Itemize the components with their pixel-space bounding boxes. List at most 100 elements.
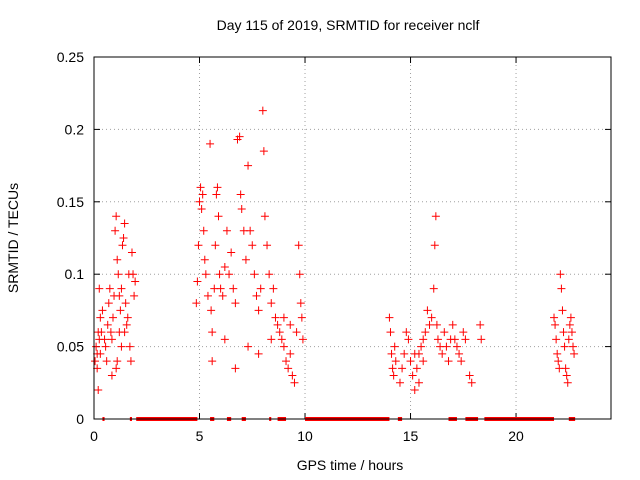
data-point [117,284,126,293]
data-point [554,357,563,366]
data-point [118,241,127,250]
data-point [297,313,306,322]
data-point [570,349,579,358]
data-point [427,313,436,322]
data-point [438,349,447,358]
data-point [96,313,105,322]
data-point [220,335,229,344]
data-point [259,147,268,156]
data-point [286,349,295,358]
data-point [94,328,103,337]
data-point [465,371,474,380]
data-point [459,328,468,337]
data-point [421,328,430,337]
data-point [125,342,134,351]
data-point [279,313,288,322]
data-point [195,197,204,206]
data-point [220,262,229,271]
data-point [199,226,208,235]
data-point [111,226,120,235]
data-point [386,328,395,337]
data-point [208,328,217,337]
data-point [271,313,280,322]
data-point [91,357,100,366]
data-point [197,205,206,214]
data-point [385,313,394,322]
data-point [203,291,212,300]
data-point [244,342,253,351]
data-point [296,299,305,308]
data-point [108,313,117,322]
data-point [553,349,562,358]
data-point [559,328,568,337]
data-point [260,212,269,221]
data-point [444,357,453,366]
data-point [113,255,122,264]
data-point [273,320,282,329]
data-point [275,328,284,337]
data-point [432,320,441,329]
data-point [391,357,400,366]
data-point [212,190,221,199]
data-point [277,335,286,344]
data-point [222,226,231,235]
data-point [254,306,263,315]
y-tick-label: 0 [76,411,84,427]
data-point [248,241,257,250]
data-point [192,299,201,308]
data-point [410,386,419,395]
data-point [106,328,115,337]
data-point [194,241,203,250]
data-point [448,320,457,329]
data-point [200,255,209,264]
data-point [455,349,464,358]
y-tick-label: 0.25 [57,49,84,65]
data-point [229,284,238,293]
data-point [290,378,299,387]
data-point [561,364,570,373]
data-point [398,364,407,373]
x-tick-label: 15 [403,428,419,444]
data-point [119,234,128,242]
data-point [450,335,459,344]
data-point [410,349,419,358]
y-tick-label: 0.1 [65,266,85,282]
data-point [562,371,571,380]
data-point [214,212,223,221]
data-point [241,255,250,264]
data-point [414,378,423,387]
data-point [477,335,486,344]
data-point [267,299,276,308]
data-point [121,299,130,308]
data-point [218,291,227,300]
x-tick-label: 0 [90,428,98,444]
data-point [419,357,428,366]
data-point [440,328,449,337]
data-point [417,342,426,351]
grid-layer [94,57,611,419]
data-point [557,284,566,293]
data-point [207,306,216,315]
chart-title: Day 115 of 2019, SRMTID for receiver ncl… [217,17,480,33]
data-point [100,335,109,344]
data-point [457,357,466,366]
data-point [461,335,470,344]
data-point [216,284,225,293]
data-point [102,357,111,366]
data-point [395,378,404,387]
data-point [556,270,565,279]
data-point [552,335,561,344]
data-point [116,306,125,315]
data-point [117,342,126,351]
data-point [569,342,578,351]
data-point [419,335,428,344]
data-point [231,299,240,308]
data-point [431,212,440,221]
data-point [406,357,415,366]
data-point [107,335,116,344]
data-point [408,371,417,380]
data-point [402,328,411,337]
data-point [213,183,222,192]
data-point [201,270,210,279]
data-point [567,328,576,337]
